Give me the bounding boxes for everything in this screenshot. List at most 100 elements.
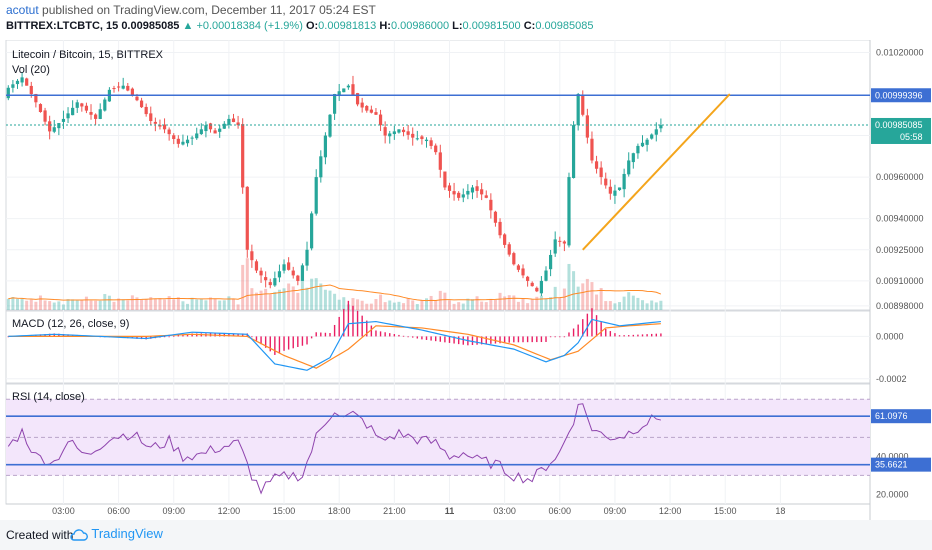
volume-bar bbox=[273, 291, 277, 310]
low-label: L: bbox=[452, 20, 463, 32]
candle bbox=[185, 135, 190, 147]
macd-hist-bar bbox=[435, 336, 437, 342]
volume-bar bbox=[328, 290, 332, 310]
macd-hist-bar bbox=[366, 320, 368, 337]
candle bbox=[296, 274, 300, 286]
volume-bar bbox=[231, 298, 235, 310]
candle bbox=[259, 267, 263, 283]
x-tick-label: 06:00 bbox=[107, 506, 130, 516]
candles bbox=[6, 71, 663, 297]
macd-hist-bar bbox=[430, 336, 432, 341]
last-price: 0.00985085 bbox=[121, 20, 180, 32]
candle-body bbox=[516, 265, 521, 270]
macd-hist-bar bbox=[324, 332, 327, 337]
macd-hist-bar bbox=[274, 336, 276, 355]
candle bbox=[654, 122, 658, 142]
candle-body bbox=[130, 88, 134, 96]
x-tick-label: 03:00 bbox=[52, 506, 75, 516]
candle bbox=[636, 143, 640, 159]
volume-bar bbox=[98, 300, 102, 310]
volume-bar bbox=[356, 299, 360, 310]
macd-hist-bar bbox=[393, 334, 396, 337]
candle-body bbox=[66, 113, 70, 119]
candle bbox=[434, 143, 438, 155]
volume-bar bbox=[121, 299, 125, 310]
volume-bar bbox=[11, 297, 15, 310]
x-tick-label: 15:00 bbox=[273, 506, 296, 516]
candle bbox=[71, 100, 75, 116]
candle-body bbox=[604, 178, 608, 186]
candle bbox=[25, 77, 29, 86]
candle-body bbox=[195, 133, 199, 139]
candle bbox=[121, 77, 125, 90]
volume-bar bbox=[43, 300, 47, 310]
macd-hist-bar bbox=[494, 336, 497, 344]
volume-bar bbox=[89, 300, 93, 310]
candle-body bbox=[452, 191, 456, 195]
candle-body bbox=[71, 107, 75, 116]
candle bbox=[452, 182, 456, 201]
candle-body bbox=[305, 249, 309, 266]
candle-body bbox=[378, 114, 383, 126]
candle-body bbox=[411, 133, 415, 138]
candle bbox=[640, 135, 645, 148]
macd-hist-bar bbox=[191, 333, 193, 337]
volume-bar bbox=[319, 283, 323, 310]
candle bbox=[521, 264, 525, 279]
volume-bar bbox=[654, 302, 658, 310]
volume-bar bbox=[530, 298, 534, 310]
candle bbox=[112, 85, 116, 93]
candle bbox=[61, 110, 66, 129]
candle bbox=[415, 130, 419, 141]
candle-body bbox=[75, 102, 79, 108]
volume-bar bbox=[369, 303, 373, 310]
candle bbox=[167, 127, 171, 141]
candle bbox=[153, 117, 157, 132]
candle-body bbox=[548, 254, 553, 270]
candle-body bbox=[535, 287, 539, 292]
volume-bar bbox=[195, 299, 199, 310]
candle bbox=[94, 113, 98, 125]
tradingview-logo[interactable]: TradingView bbox=[70, 526, 163, 541]
volume-bar bbox=[227, 296, 231, 310]
volume-bar bbox=[282, 288, 286, 310]
macd-hist-bar bbox=[407, 336, 409, 338]
author-link[interactable]: acotut bbox=[6, 3, 39, 17]
candle bbox=[199, 123, 203, 135]
high-value: 0.00986000 bbox=[390, 20, 450, 32]
macd-hist-bar bbox=[660, 333, 662, 337]
volume-bar bbox=[259, 290, 263, 310]
macd-hist-bar bbox=[503, 336, 506, 343]
candle-body bbox=[250, 251, 254, 261]
volume-bar bbox=[153, 298, 157, 310]
candle bbox=[139, 97, 144, 109]
macd-hist-bar bbox=[457, 336, 460, 345]
x-tick-label: 09:00 bbox=[604, 506, 627, 516]
rsi-tick-label: 20.0000 bbox=[876, 489, 909, 499]
volume-bar bbox=[236, 304, 240, 310]
chart-area[interactable]: 03:00 06:00 09:00 12:00 15:00 18:00 21:00 11 03:… bbox=[0, 40, 932, 520]
candle bbox=[84, 102, 89, 114]
volume-bar bbox=[57, 301, 61, 310]
candle bbox=[181, 134, 185, 146]
candle-body bbox=[415, 138, 419, 140]
candle bbox=[287, 257, 291, 271]
candle-body bbox=[57, 123, 61, 129]
candle-body bbox=[429, 140, 433, 146]
candle-body bbox=[392, 131, 396, 135]
candle-body bbox=[277, 271, 282, 278]
volume-label: Vol (20) bbox=[12, 64, 50, 76]
volume-bar bbox=[112, 301, 116, 310]
macd-hist-bar bbox=[480, 336, 483, 345]
candle bbox=[512, 251, 516, 266]
candle bbox=[388, 130, 392, 144]
candle-body bbox=[227, 118, 231, 125]
volume-bars bbox=[6, 258, 663, 310]
volume-bar bbox=[631, 295, 635, 310]
candle-body bbox=[112, 88, 116, 90]
candle-body bbox=[149, 113, 153, 121]
volume-bar bbox=[645, 303, 649, 310]
volume-bar bbox=[535, 296, 539, 310]
macd-hist-bar bbox=[384, 332, 386, 337]
candle-body bbox=[438, 152, 442, 170]
